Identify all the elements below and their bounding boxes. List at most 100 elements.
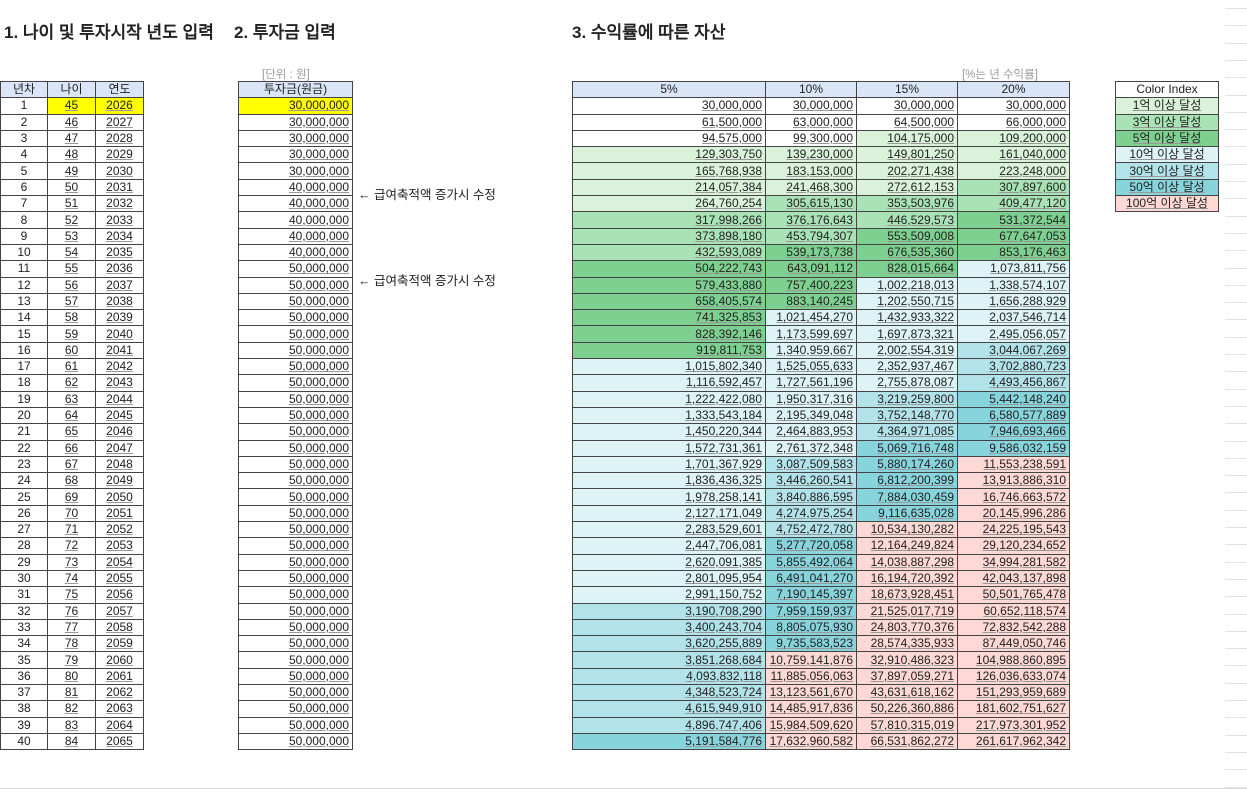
asset-10-cell: 11,885,056,063 bbox=[765, 667, 857, 685]
principal-cell[interactable]: 40,000,000 bbox=[238, 211, 353, 229]
principal-cell[interactable]: 30,000,000 bbox=[238, 97, 353, 115]
principal-cell[interactable]: 50,000,000 bbox=[238, 358, 353, 376]
year-count-cell: 23 bbox=[0, 455, 48, 474]
asset-10-cell: 30,000,000 bbox=[765, 97, 857, 115]
principal-cell[interactable]: 50,000,000 bbox=[238, 390, 353, 408]
principal-cell[interactable]: 50,000,000 bbox=[238, 309, 353, 327]
asset-10-cell: 5,855,492,064 bbox=[765, 553, 857, 571]
principal-cell[interactable]: 40,000,000 bbox=[238, 178, 353, 197]
table-row: 504,222,743 643,091,112 828,015,664 1,073,8… bbox=[572, 260, 1070, 278]
principal-cell[interactable]: 40,000,000 bbox=[238, 243, 353, 262]
principal-cell[interactable]: 30,000,000 bbox=[238, 113, 353, 131]
asset-5-cell: 741,325,853 bbox=[572, 309, 766, 327]
principal-cell[interactable]: 50,000,000 bbox=[238, 716, 353, 734]
principal-cell[interactable]: 50,000,000 bbox=[238, 292, 353, 311]
asset-5-cell: 3,400,243,704 bbox=[572, 618, 766, 637]
sheet-gridline bbox=[1225, 769, 1247, 771]
year-count-cell: 10 bbox=[0, 243, 48, 262]
year-cell: 2061 bbox=[95, 667, 144, 685]
principal-cell[interactable]: 50,000,000 bbox=[238, 260, 353, 278]
table-row: 50,000,000 bbox=[238, 716, 353, 734]
asset-20-cell: 1,338,574,107 bbox=[957, 276, 1070, 294]
principal-cell[interactable]: 50,000,000 bbox=[238, 635, 353, 653]
principal-cell[interactable]: 50,000,000 bbox=[238, 586, 353, 604]
principal-cell[interactable]: 50,000,000 bbox=[238, 602, 353, 620]
table-row: 50,000,000 bbox=[238, 341, 353, 360]
principal-cell[interactable]: 50,000,000 bbox=[238, 504, 353, 523]
principal-cell[interactable]: 50,000,000 bbox=[238, 406, 353, 425]
table-row: 13 57 2038 bbox=[0, 292, 144, 311]
asset-10-cell: 7,959,159,937 bbox=[765, 602, 857, 620]
year-cell: 2030 bbox=[95, 162, 144, 180]
principal-cell[interactable]: 50,000,000 bbox=[238, 651, 353, 669]
principal-cell[interactable]: 50,000,000 bbox=[238, 423, 353, 441]
principal-cell[interactable]: 50,000,000 bbox=[238, 553, 353, 571]
sheet-gridline bbox=[1225, 42, 1247, 44]
asset-20-cell: 42,043,137,898 bbox=[957, 569, 1070, 588]
year-cell: 2036 bbox=[95, 260, 144, 278]
principal-cell[interactable]: 30,000,000 bbox=[238, 146, 353, 164]
asset-15-cell: 37,897,059,271 bbox=[856, 667, 958, 685]
principal-cell[interactable]: 50,000,000 bbox=[238, 276, 353, 294]
principal-cell[interactable]: 50,000,000 bbox=[238, 700, 353, 718]
principal-cell[interactable]: 40,000,000 bbox=[238, 195, 353, 213]
asset-5-cell: 658,405,574 bbox=[572, 292, 766, 311]
principal-cell[interactable]: 50,000,000 bbox=[238, 374, 353, 392]
principal-cell[interactable]: 40,000,000 bbox=[238, 227, 353, 245]
asset-20-cell: 2,495,056,057 bbox=[957, 325, 1070, 343]
asset-10-cell: 305,615,130 bbox=[765, 195, 857, 213]
asset-15-cell: 2,352,937,467 bbox=[856, 358, 958, 376]
table-row: 50,000,000 bbox=[238, 602, 353, 620]
age-cell: 83 bbox=[47, 716, 96, 734]
table-row: 40,000,000 bbox=[238, 243, 353, 262]
principal-cell[interactable]: 50,000,000 bbox=[238, 472, 353, 490]
principal-cell[interactable]: 50,000,000 bbox=[238, 732, 353, 751]
table-row: 37 81 2062 bbox=[0, 683, 144, 702]
sheet-gridline bbox=[1225, 336, 1247, 338]
year-cell[interactable]: 2026 bbox=[95, 97, 144, 115]
year-cell: 2027 bbox=[95, 113, 144, 131]
principal-cell[interactable]: 50,000,000 bbox=[238, 569, 353, 588]
sheet-gridline bbox=[1225, 578, 1247, 580]
table-row: 36 80 2061 bbox=[0, 667, 144, 685]
year-count-cell: 26 bbox=[0, 504, 48, 523]
asset-20-cell: 161,040,000 bbox=[957, 146, 1070, 164]
asset-15-cell: 202,271,438 bbox=[856, 162, 958, 180]
principal-cell[interactable]: 30,000,000 bbox=[238, 129, 353, 148]
age-cell[interactable]: 45 bbox=[47, 97, 96, 115]
table-row: 14 58 2039 bbox=[0, 309, 144, 327]
asset-5-cell: 2,620,091,385 bbox=[572, 553, 766, 571]
year-count-cell: 12 bbox=[0, 276, 48, 294]
asset-20-cell: 531,372,544 bbox=[957, 211, 1070, 229]
principal-cell[interactable]: 50,000,000 bbox=[238, 488, 353, 506]
age-cell: 59 bbox=[47, 325, 96, 343]
principal-cell[interactable]: 50,000,000 bbox=[238, 439, 353, 457]
table-row: 30,000,000 30,000,000 30,000,000 30,000,000 bbox=[572, 97, 1070, 115]
age-cell: 67 bbox=[47, 455, 96, 474]
year-count-cell: 18 bbox=[0, 374, 48, 392]
principal-cell[interactable]: 50,000,000 bbox=[238, 537, 353, 555]
table-row: 25 69 2050 bbox=[0, 488, 144, 506]
table-row: 4 48 2029 bbox=[0, 146, 144, 164]
asset-table: 5% 10% 15% 20% 30,000,000 30,000,000 30,00… bbox=[572, 80, 1070, 751]
asset-20-cell: 66,000,000 bbox=[957, 113, 1070, 131]
header-rate-15: 15% bbox=[856, 80, 958, 99]
asset-20-cell: 7,946,693,466 bbox=[957, 423, 1070, 441]
asset-5-cell: 3,851,268,684 bbox=[572, 651, 766, 669]
principal-cell[interactable]: 30,000,000 bbox=[238, 162, 353, 180]
principal-cell[interactable]: 50,000,000 bbox=[238, 683, 353, 702]
principal-cell[interactable]: 50,000,000 bbox=[238, 667, 353, 685]
asset-5-cell: 504,222,743 bbox=[572, 260, 766, 278]
asset-15-cell: 149,801,250 bbox=[856, 146, 958, 164]
table-row: 38 82 2063 bbox=[0, 700, 144, 718]
table-row: 2,991,150,752 7,190,145,397 18,673,928,451… bbox=[572, 586, 1070, 604]
year-cell: 2063 bbox=[95, 700, 144, 718]
principal-cell[interactable]: 50,000,000 bbox=[238, 521, 353, 539]
age-cell: 54 bbox=[47, 243, 96, 262]
principal-cell[interactable]: 50,000,000 bbox=[238, 618, 353, 637]
principal-cell[interactable]: 50,000,000 bbox=[238, 341, 353, 360]
sheet-gridline bbox=[1225, 734, 1247, 736]
principal-cell[interactable]: 50,000,000 bbox=[238, 325, 353, 343]
principal-cell[interactable]: 50,000,000 bbox=[238, 455, 353, 474]
asset-5-cell: 2,283,529,601 bbox=[572, 521, 766, 539]
